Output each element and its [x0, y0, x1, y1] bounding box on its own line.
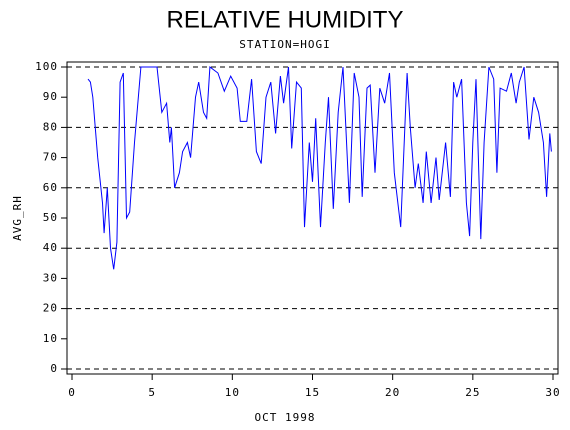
plot-frame	[66, 61, 559, 375]
y-tick-label: 80	[43, 120, 58, 133]
data-line	[87, 66, 552, 270]
x-axis-label: OCT 1998	[255, 411, 316, 424]
y-tick-label: 40	[43, 241, 58, 254]
chart-title: RELATIVE HUMIDITY	[167, 6, 404, 33]
x-tick-label: 0	[68, 386, 76, 399]
y-tick-label: 60	[43, 181, 58, 194]
x-tick-label: 15	[305, 386, 320, 399]
y-tick-label: 50	[43, 211, 58, 224]
x-tick-label: 30	[545, 386, 560, 399]
y-tick-label: 20	[43, 302, 58, 315]
x-tick-label: 5	[148, 386, 156, 399]
y-tick-label: 70	[43, 151, 58, 164]
x-tick-label: 25	[465, 386, 480, 399]
chart-subtitle: STATION=HOGI	[239, 38, 330, 51]
y-tick-label: 100	[35, 60, 58, 73]
y-tick-label: 10	[43, 332, 58, 345]
x-tick-label: 20	[385, 386, 400, 399]
y-axis-label: AVG_RH	[11, 195, 24, 241]
y-tick-label: 0	[50, 362, 58, 375]
y-tick-label: 30	[43, 271, 58, 284]
y-tick-label: 90	[43, 90, 58, 103]
x-tick-label: 10	[225, 386, 240, 399]
